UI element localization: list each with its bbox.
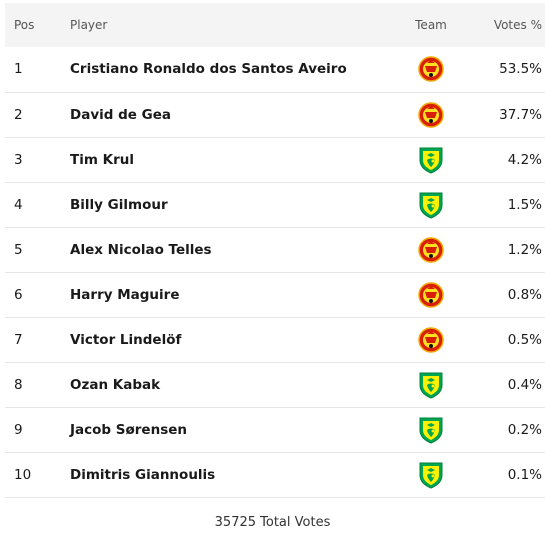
votes-table: Pos Player Team Votes % 1 Cristiano Ronal…: [5, 3, 545, 498]
header-pos: Pos: [14, 18, 35, 32]
row-team: [401, 227, 461, 272]
row-team: [401, 137, 461, 182]
row-votes: 0.2%: [507, 421, 542, 438]
header-player: Player: [70, 18, 108, 32]
row-player-name: Tim Krul: [70, 151, 134, 168]
norwich-crest-icon: [418, 461, 444, 489]
row-pos: 1: [14, 61, 23, 78]
row-pos: 6: [14, 286, 23, 303]
row-votes: 4.2%: [507, 151, 542, 168]
table-row: 2 David de Gea 37.7%: [5, 92, 545, 137]
table-row: 6 Harry Maguire 0.8%: [5, 272, 545, 317]
row-pos: 5: [14, 241, 23, 258]
row-pos: 9: [14, 421, 23, 438]
row-pos: 3: [14, 151, 23, 168]
row-votes: 53.5%: [499, 61, 542, 78]
table-row: 7 Victor Lindelöf 0.5%: [5, 317, 545, 362]
row-team: [401, 272, 461, 317]
table-row: 1 Cristiano Ronaldo dos Santos Aveiro 53.5…: [5, 47, 545, 92]
row-votes: 1.2%: [507, 241, 542, 258]
norwich-crest-icon: [418, 146, 444, 174]
total-votes: 35725 Total Votes: [214, 515, 331, 530]
row-pos: 7: [14, 331, 23, 348]
row-team: [401, 92, 461, 137]
row-player-name: Cristiano Ronaldo dos Santos Aveiro: [70, 61, 347, 78]
row-pos: 8: [14, 376, 23, 393]
norwich-crest-icon: [418, 416, 444, 444]
man-utd-crest-icon: [418, 326, 444, 354]
table-row: 4 Billy Gilmour 1.5%: [5, 182, 545, 227]
row-team: [401, 452, 461, 497]
man-utd-crest-icon: [418, 55, 444, 83]
table-row: 10 Dimitris Giannoulis 0.1%: [5, 452, 545, 497]
row-votes: 0.4%: [507, 376, 542, 393]
row-votes: 0.1%: [507, 466, 542, 483]
man-utd-crest-icon: [418, 281, 444, 309]
table-row: 9 Jacob Sørensen 0.2%: [5, 407, 545, 452]
row-team: [401, 47, 461, 92]
row-player-name: Dimitris Giannoulis: [70, 466, 216, 483]
row-player-name: Harry Maguire: [70, 286, 180, 303]
table-row: 8 Ozan Kabak 0.4%: [5, 362, 545, 407]
row-player-name: Jacob Sørensen: [70, 421, 187, 438]
row-player-name: David de Gea: [70, 106, 171, 123]
row-team: [401, 362, 461, 407]
row-votes: 0.8%: [507, 286, 542, 303]
header-team: Team: [415, 18, 447, 32]
norwich-crest-icon: [418, 371, 444, 399]
row-player-name: Ozan Kabak: [70, 376, 161, 393]
row-team: [401, 407, 461, 452]
row-player-name: Victor Lindelöf: [70, 331, 182, 348]
row-votes: 1.5%: [507, 196, 542, 213]
row-team: [401, 317, 461, 362]
row-pos: 4: [14, 196, 23, 213]
man-utd-crest-icon: [418, 236, 444, 264]
row-votes: 37.7%: [499, 106, 542, 123]
row-votes: 0.5%: [507, 331, 542, 348]
norwich-crest-icon: [418, 191, 444, 219]
row-player-name: Alex Nicolao Telles: [70, 241, 212, 258]
row-team: [401, 182, 461, 227]
table-header: Pos Player Team Votes %: [5, 3, 545, 47]
table-row: 5 Alex Nicolao Telles 1.2%: [5, 227, 545, 272]
row-player-name: Billy Gilmour: [70, 196, 168, 213]
header-votes: Votes %: [493, 18, 542, 32]
row-pos: 10: [14, 466, 32, 483]
table-row: 3 Tim Krul 4.2%: [5, 137, 545, 182]
man-utd-crest-icon: [418, 101, 444, 129]
row-pos: 2: [14, 106, 23, 123]
